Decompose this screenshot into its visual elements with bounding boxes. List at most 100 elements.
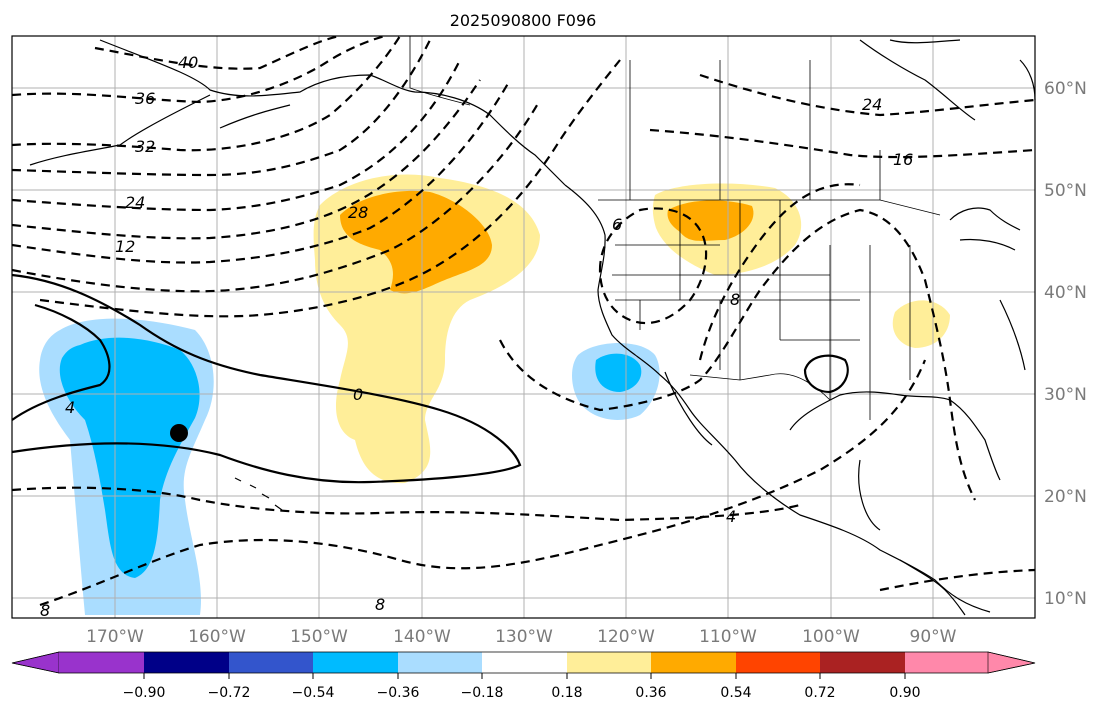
- colorbar-swatch-3: [229, 652, 313, 673]
- orange-region-montana: [667, 200, 754, 241]
- contour-label-0: 0: [353, 385, 363, 404]
- colorbar-swatch-5: [398, 652, 482, 673]
- north-america-west-coastline: [564, 184, 991, 613]
- contour-label-8-southwest: 8: [40, 601, 50, 620]
- contour-12: [11, 99, 541, 293]
- graticule: [12, 36, 1035, 618]
- colorbar-tick-label-6: 0.18: [551, 685, 582, 701]
- gulf-of-mexico-coastline: [789, 391, 1001, 531]
- colorbar-tick-label-7: 0.36: [635, 685, 666, 701]
- dashed-contours: [11, 34, 1036, 607]
- lon-label-170w: 170°W: [86, 627, 144, 647]
- blue-region-socal: [595, 353, 642, 392]
- latitude-labels: 60°N 50°N 40°N 30°N 20°N 10°N: [1044, 79, 1087, 609]
- lon-label-130w: 130°W: [495, 627, 553, 647]
- colorbar-swatch-1: [59, 652, 144, 673]
- lon-label-140w: 140°W: [393, 627, 451, 647]
- contour-label-8-south: 8: [375, 595, 385, 614]
- colorbar-tick-label-1: −0.90: [123, 685, 166, 701]
- colorbar-swatch-11: [905, 652, 988, 673]
- contour-32: [11, 35, 401, 152]
- colorbar-swatch-6: [482, 652, 567, 673]
- colorbar-ticks: [143, 673, 906, 679]
- contour-label-28: 28: [348, 203, 368, 222]
- contour-24: [11, 59, 461, 212]
- map-panel: 40 36 32 28 24 24 16 12 6 8 0 4 4 8 8: [11, 34, 1036, 620]
- contour-label-16: 16: [893, 150, 913, 169]
- colorbar-min-extension: [11, 651, 60, 674]
- lat-label-40n: 40°N: [1044, 283, 1087, 303]
- contour-labels: 40 36 32 28 24 24 16 12 6 8 0 4 4 8 8: [40, 53, 913, 620]
- lon-label-110w: 110°W: [699, 627, 757, 647]
- lat-label-30n: 30°N: [1044, 385, 1087, 405]
- central-america-coastline: [899, 559, 966, 616]
- colorbar-swatch-9: [736, 652, 820, 673]
- colorbar-outline: [11, 651, 1036, 674]
- contour-28: [11, 39, 431, 177]
- canada-province-lines: [629, 60, 881, 200]
- lon-label-150w: 150°W: [290, 627, 348, 647]
- contour-20: [11, 79, 481, 240]
- contour-6-ring: [598, 207, 708, 325]
- contour-label-36: 36: [135, 89, 155, 108]
- political-borders: [409, 36, 941, 420]
- contour-label-24-west: 24: [125, 193, 145, 212]
- contour-label-12: 12: [115, 237, 135, 256]
- colorbar-tick-label-4: −0.36: [377, 685, 420, 701]
- contour-label-40: 40: [178, 53, 198, 72]
- colorbar-tick-label-3: −0.54: [292, 685, 335, 701]
- us-state-lines: [612, 200, 911, 420]
- lon-label-90w: 90°W: [910, 627, 957, 647]
- colorbar-swatch-10: [820, 652, 905, 673]
- colorbar-tick-label-8: 0.54: [720, 685, 751, 701]
- contour-label-8-east: 8: [730, 290, 740, 309]
- contour-8-south: [39, 359, 927, 607]
- hawaii-islands: [234, 477, 283, 511]
- location-marker: [170, 424, 188, 442]
- solid-contours: [11, 273, 849, 484]
- lon-label-100w: 100°W: [802, 627, 860, 647]
- colorbar-swatch-4: [313, 652, 398, 673]
- contour-label-32: 32: [135, 137, 155, 156]
- colorbar-swatch-7: [567, 652, 651, 673]
- orange-region-ne-pacific: [340, 190, 492, 294]
- contour-24-east: [699, 73, 1036, 117]
- contour-sw-southeast: [879, 568, 1036, 592]
- colorbar-tick-label-10: 0.90: [889, 685, 920, 701]
- us-mexico-border: [689, 373, 831, 401]
- great-lakes-and-east-coast: [949, 59, 1036, 371]
- lat-label-10n: 10°N: [1044, 589, 1087, 609]
- colorbar-swatch-2: [144, 652, 229, 673]
- light-yellow-region-mississippi-valley: [892, 300, 950, 348]
- hudson-bay-coastline: [859, 39, 976, 121]
- contour-8-east: [698, 183, 861, 361]
- colorbar-tick-label-2: −0.72: [208, 685, 251, 701]
- lat-label-50n: 50°N: [1044, 181, 1087, 201]
- lat-label-20n: 20°N: [1044, 487, 1087, 507]
- blue-region-central-pacific: [59, 337, 200, 578]
- longitude-labels: 170°W 160°W 150°W 140°W 130°W 120°W 110°…: [86, 627, 957, 647]
- lon-label-160w: 160°W: [188, 627, 246, 647]
- contour-socal-low: [499, 208, 976, 501]
- lon-label-120w: 120°W: [597, 627, 655, 647]
- contour-0-loop: [11, 273, 522, 484]
- anomaly-shading: [39, 174, 950, 615]
- contour-16-east: [649, 128, 1036, 159]
- contour-label-4-west: 4: [65, 398, 75, 417]
- map-title: 2025090800 F096: [450, 11, 597, 30]
- colorbar: −0.90 −0.72 −0.54 −0.36 −0.18 0.18 0.36 …: [11, 651, 1036, 701]
- coastlines: [29, 39, 1036, 616]
- colorbar-tick-label-5: −0.18: [461, 685, 504, 701]
- contour-36: [11, 34, 386, 104]
- contour-40: [94, 34, 341, 70]
- colorbar-max-extension: [987, 651, 1036, 674]
- lat-label-60n: 60°N: [1044, 79, 1087, 99]
- contour-label-24-east: 24: [862, 95, 882, 114]
- colorbar-swatch-8: [651, 652, 736, 673]
- contour-4-west: [11, 486, 801, 522]
- contour-0-inner: [11, 303, 111, 421]
- contour-label-4-south: 4: [726, 507, 736, 526]
- contour-0-texas-loop: [803, 354, 849, 394]
- contour-label-6: 6: [612, 215, 622, 234]
